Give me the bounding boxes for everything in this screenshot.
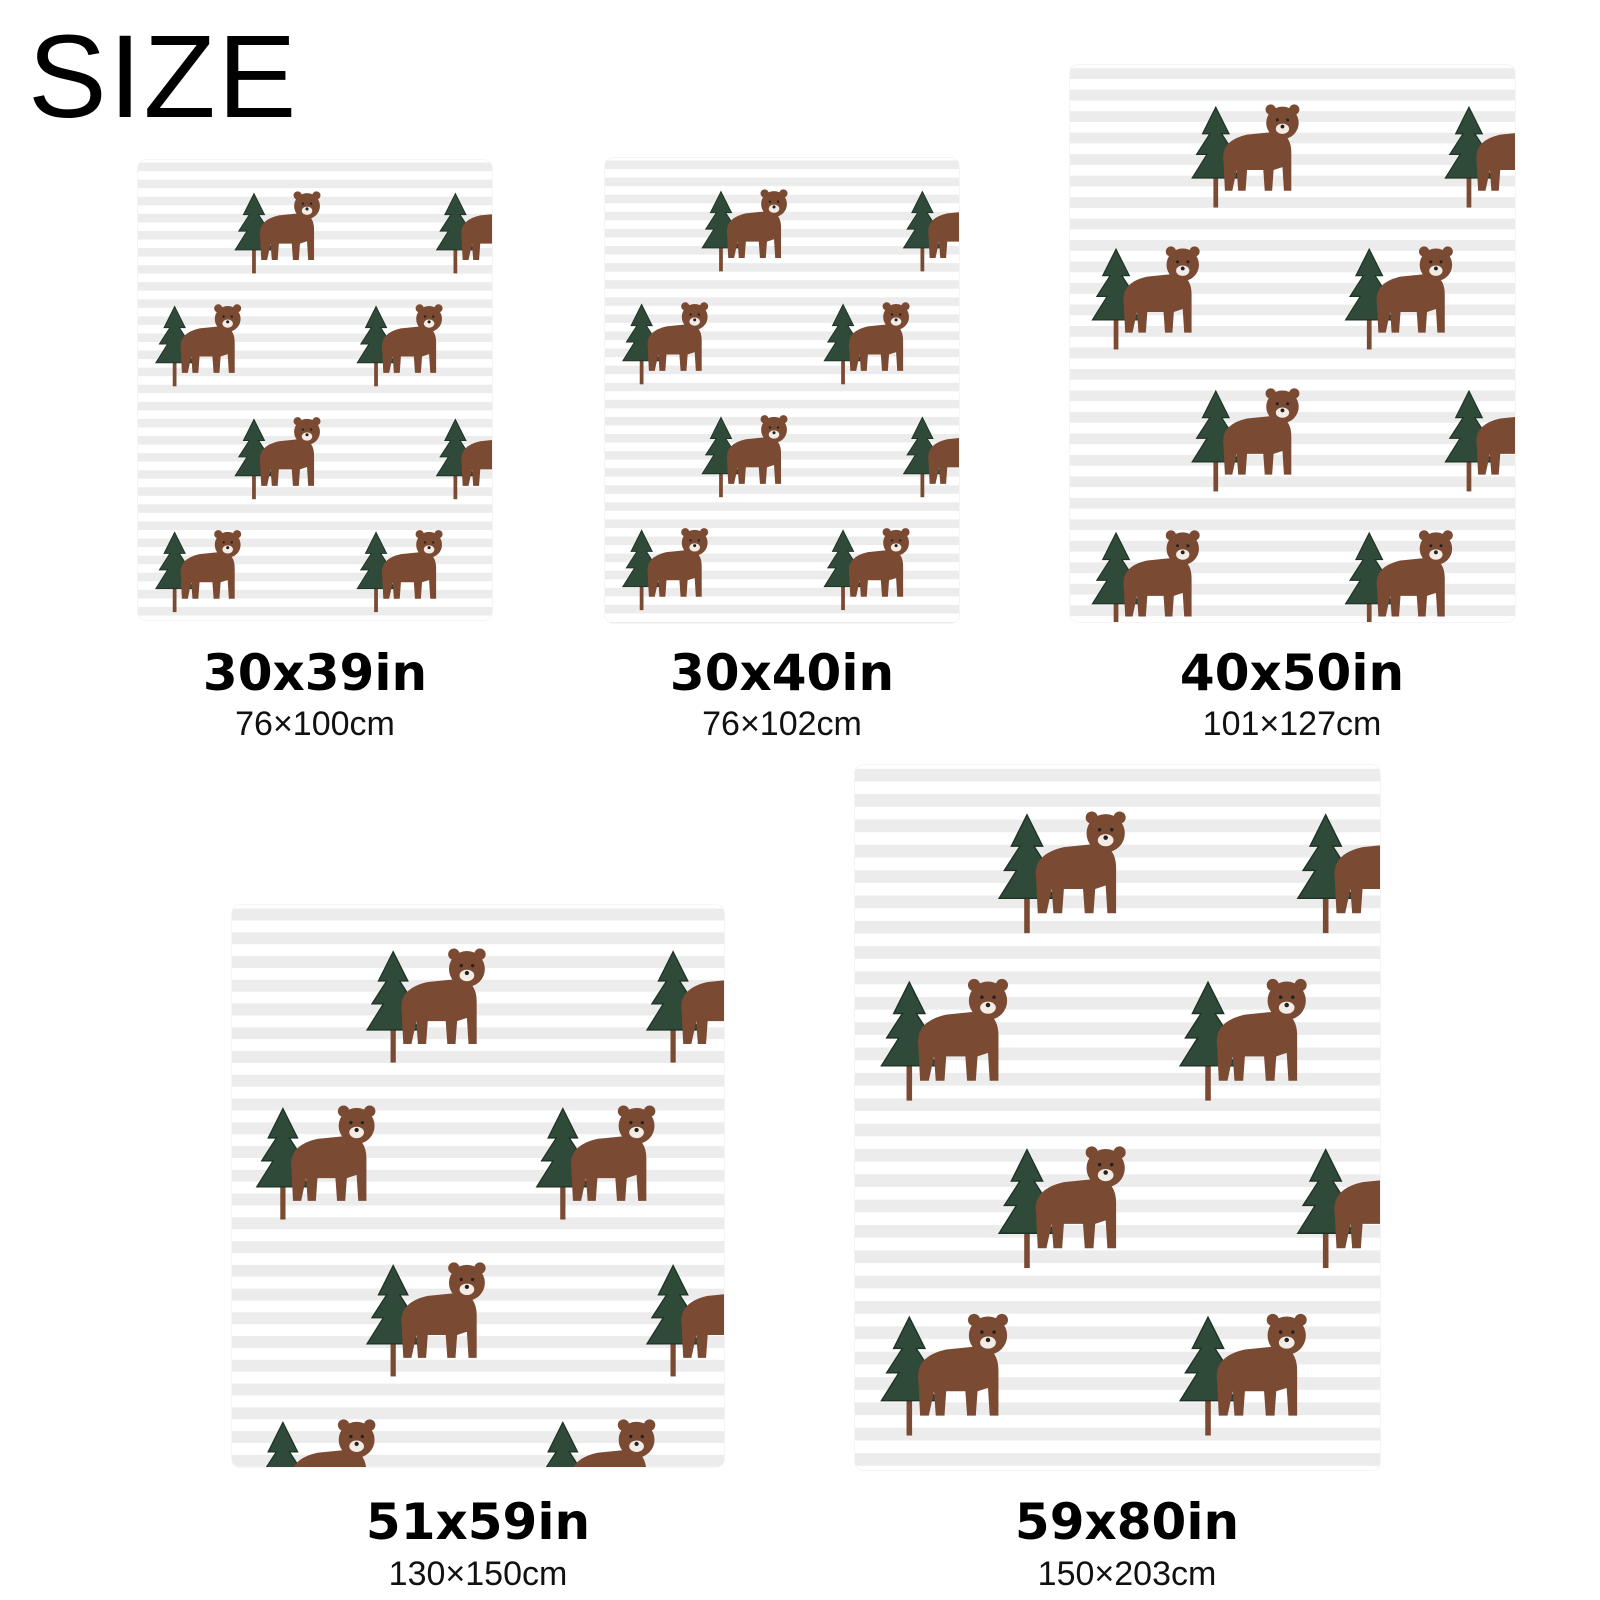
bear-icon [401, 1262, 486, 1358]
bear-icon [681, 980, 724, 1044]
bear-icon [381, 530, 443, 599]
bear-icon [1476, 133, 1515, 191]
size-label-cm: 101×127cm [1202, 705, 1382, 743]
bear-icon [1223, 388, 1300, 475]
bear-icon [848, 302, 910, 371]
bear-icon [726, 415, 788, 484]
blanket-preview-30x39 [138, 160, 492, 620]
blanket-pattern [1070, 65, 1515, 622]
bear-icon [848, 528, 910, 597]
page-title: SIZE [28, 11, 299, 143]
bear-icon [1223, 104, 1300, 191]
bear-icon [401, 948, 486, 1044]
blanket-pattern [855, 765, 1380, 1470]
bear-icon [647, 528, 709, 597]
bear-icon [293, 1419, 376, 1467]
pine-tree-icon [545, 1420, 580, 1467]
bear-icon [1334, 1180, 1380, 1249]
bear-icon [681, 1294, 724, 1358]
bear-icon [570, 1105, 656, 1201]
bear-icon [918, 978, 1009, 1081]
size-label-inches: 40x50in [1179, 644, 1405, 702]
blanket-preview-59x80 [855, 765, 1380, 1470]
blanket-preview-30x40 [605, 158, 959, 623]
bear-icon [928, 212, 959, 259]
bear-icon [259, 191, 321, 261]
bear-icon [1123, 246, 1200, 333]
blanket-pattern [232, 905, 724, 1467]
bear-icon [1216, 1313, 1307, 1416]
size-label-cm: 76×100cm [235, 705, 395, 743]
bear-icon [647, 302, 709, 371]
bear-icon [573, 1419, 656, 1467]
bear-icon [1376, 530, 1453, 617]
blanket-pattern [138, 160, 492, 620]
bear-icon [1476, 417, 1515, 475]
bear-icon [381, 304, 443, 373]
blanket-preview-40x50 [1070, 65, 1515, 622]
size-label-cm: 76×102cm [702, 705, 862, 743]
bear-icon [461, 440, 492, 486]
bear-icon [1035, 1146, 1126, 1249]
bear-icon [1123, 530, 1200, 617]
blanket-pattern [605, 158, 959, 623]
bear-icon [461, 214, 492, 261]
size-label-inches: 30x40in [669, 644, 895, 702]
size-label-cm: 130×150cm [388, 1555, 568, 1593]
bear-icon [180, 530, 242, 599]
size-label-inches: 30x39in [202, 644, 428, 702]
size-label-inches: 59x80in [1014, 1493, 1240, 1551]
bear-icon [726, 189, 788, 259]
bear-icon [1216, 978, 1307, 1081]
bear-icon [180, 304, 242, 373]
bear-icon [259, 417, 321, 486]
bear-icon [1334, 845, 1380, 914]
size-label-cm: 150×203cm [1037, 1555, 1217, 1593]
bear-icon [291, 1105, 376, 1201]
bear-icon [1035, 811, 1126, 914]
size-label-inches: 51x59in [365, 1493, 591, 1551]
pine-tree-icon [265, 1420, 300, 1467]
bear-icon [928, 438, 959, 484]
bear-icon [918, 1313, 1009, 1416]
blanket-preview-51x59 [232, 905, 724, 1467]
bear-icon [1376, 246, 1453, 333]
